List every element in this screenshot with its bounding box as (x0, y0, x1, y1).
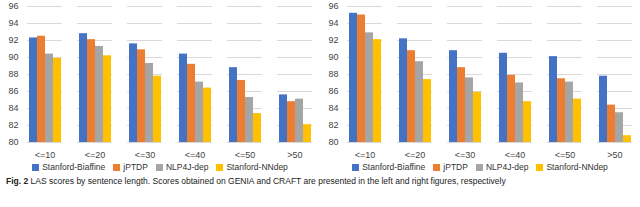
svg-text:94: 94 (328, 18, 338, 28)
svg-text:<=30: <=30 (135, 150, 156, 160)
html-text:Stanford-NNdep: Stanford-NNdep (226, 161, 288, 172)
svg-text:<=20: <=20 (405, 150, 426, 160)
html-text:NLP4J-dep: NLP4J-dep (165, 161, 209, 172)
svg-text:86: 86 (328, 86, 338, 96)
svg-text:<=50: <=50 (555, 150, 576, 160)
svg-text:96: 96 (8, 1, 18, 11)
svg-text:86: 86 (8, 86, 18, 96)
svg-text:92: 92 (8, 35, 18, 45)
html-text:Stanford-NNdep: Stanford-NNdep (546, 161, 608, 172)
svg-text:84: 84 (8, 103, 18, 113)
svg-text:80: 80 (328, 137, 338, 147)
svg-text:90: 90 (8, 52, 18, 62)
html-text:jPTDP: jPTDP (443, 161, 468, 172)
svg-text:84: 84 (328, 103, 338, 113)
svg-text:88: 88 (328, 69, 338, 79)
svg-text:<=40: <=40 (505, 150, 526, 160)
svg-text:96: 96 (328, 1, 338, 11)
html-text:jPTDP: jPTDP (123, 161, 148, 172)
html-text:Stanford-Biaffine: Stanford-Biaffine (362, 161, 426, 172)
html-text:Stanford-Biaffine: Stanford-Biaffine (42, 161, 106, 172)
svg-text:<=50: <=50 (235, 150, 256, 160)
svg-text:90: 90 (328, 52, 338, 62)
svg-text:82: 82 (328, 120, 338, 130)
svg-text:<=10: <=10 (355, 150, 376, 160)
svg-text:<=40: <=40 (185, 150, 206, 160)
svg-text:80: 80 (8, 137, 18, 147)
svg-text:82: 82 (8, 120, 18, 130)
svg-text:<=10: <=10 (35, 150, 56, 160)
svg-text:<=20: <=20 (85, 150, 106, 160)
svg-text:>50: >50 (607, 150, 622, 160)
svg-text:94: 94 (8, 18, 18, 28)
svg-text:88: 88 (8, 69, 18, 79)
svg-text:>50: >50 (287, 150, 302, 160)
html-text:NLP4J-dep: NLP4J-dep (485, 161, 529, 172)
svg-text:92: 92 (328, 35, 338, 45)
html-text:Fig. 2 LAS scores by sentence: Fig. 2 LAS scores by sentence length. Sc… (6, 176, 506, 186)
svg-text:<=30: <=30 (455, 150, 476, 160)
